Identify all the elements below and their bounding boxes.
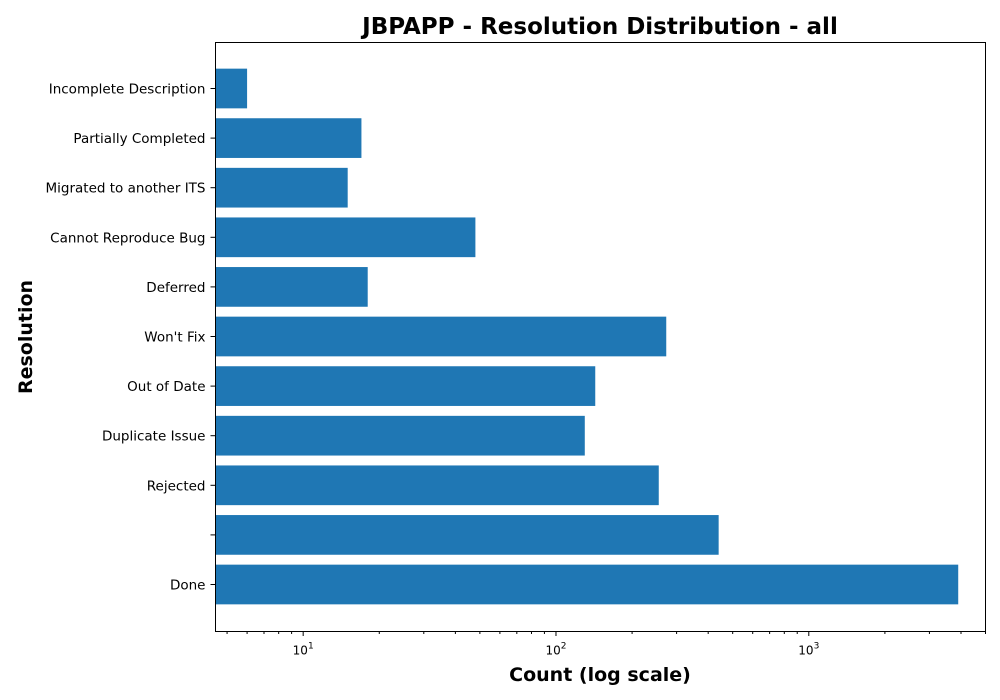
x-axis-label: Count (log scale) [509, 664, 691, 686]
y-tick-label: Won't Fix [144, 330, 205, 346]
y-tick-label: Migrated to another ITS [46, 181, 206, 197]
bar [215, 515, 719, 555]
y-tick-label: Duplicate Issue [102, 429, 206, 445]
bar [215, 68, 248, 109]
bar [215, 316, 667, 357]
y-tick-label: Deferred [146, 280, 205, 296]
chart-title: JBPAPP - Resolution Distribution - all [360, 14, 838, 40]
bar [215, 366, 596, 406]
x-tick-label: 102 [545, 642, 566, 658]
bar [215, 217, 476, 258]
y-tick-label: Partially Completed [73, 131, 205, 147]
y-tick-label: Out of Date [127, 379, 205, 395]
y-tick-label: Done [170, 578, 206, 594]
bar [215, 118, 362, 158]
bars-group [215, 68, 959, 605]
y-tick-label: Cannot Reproduce Bug [50, 230, 205, 246]
bar [215, 267, 368, 307]
plot-frame [215, 42, 986, 632]
x-axis-ticks: 101 102 103 [226, 631, 986, 658]
y-axis-label: Resolution [15, 280, 37, 394]
y-axis-ticks: Done Rejected Duplicate Issue Out of Date Wo… [46, 82, 216, 594]
x-tick-label: 101 [293, 642, 314, 658]
y-tick-label: Rejected [147, 478, 206, 494]
bar [215, 167, 348, 208]
bar [215, 564, 959, 605]
bar [215, 415, 585, 456]
x-tick-label: 103 [798, 642, 819, 658]
bar [215, 465, 659, 506]
y-tick-label: Incomplete Description [49, 82, 206, 98]
